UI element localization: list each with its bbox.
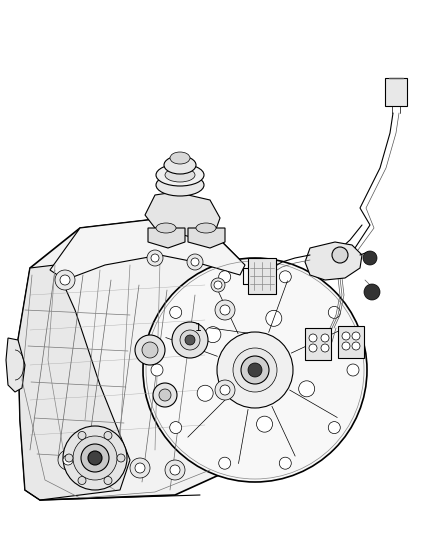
Circle shape (342, 342, 350, 350)
Ellipse shape (156, 164, 204, 186)
Polygon shape (50, 218, 245, 280)
Polygon shape (148, 228, 185, 248)
Circle shape (352, 342, 360, 350)
Circle shape (117, 454, 125, 462)
Circle shape (233, 348, 277, 392)
Polygon shape (248, 258, 276, 294)
Circle shape (170, 306, 182, 318)
Circle shape (309, 334, 317, 342)
Circle shape (364, 284, 380, 300)
Circle shape (135, 463, 145, 473)
Circle shape (197, 385, 213, 401)
Circle shape (220, 385, 230, 395)
Circle shape (151, 254, 159, 262)
Circle shape (332, 247, 348, 263)
Circle shape (73, 436, 117, 480)
Circle shape (211, 278, 225, 292)
Text: 1: 1 (194, 323, 201, 333)
Circle shape (219, 457, 231, 469)
Circle shape (153, 383, 177, 407)
Polygon shape (145, 192, 220, 238)
Circle shape (328, 306, 340, 318)
Circle shape (299, 381, 314, 397)
Polygon shape (338, 326, 364, 358)
Circle shape (165, 460, 185, 480)
Circle shape (65, 454, 73, 462)
Circle shape (347, 364, 359, 376)
Circle shape (185, 335, 195, 345)
Circle shape (215, 300, 235, 320)
Circle shape (215, 380, 235, 400)
Circle shape (328, 422, 340, 434)
Circle shape (187, 254, 203, 270)
Circle shape (219, 271, 231, 283)
Circle shape (63, 426, 127, 490)
Circle shape (143, 258, 367, 482)
Circle shape (309, 344, 317, 352)
Circle shape (151, 364, 163, 376)
Circle shape (88, 451, 102, 465)
Circle shape (214, 281, 222, 289)
Circle shape (159, 389, 171, 401)
Circle shape (180, 330, 200, 350)
Circle shape (135, 335, 165, 365)
Polygon shape (18, 265, 130, 500)
Circle shape (217, 332, 293, 408)
Circle shape (170, 465, 180, 475)
Circle shape (220, 305, 230, 315)
Polygon shape (305, 328, 331, 360)
Circle shape (241, 356, 269, 384)
Circle shape (266, 310, 282, 326)
Circle shape (257, 416, 272, 432)
Circle shape (78, 477, 86, 484)
Circle shape (352, 332, 360, 340)
Circle shape (60, 275, 70, 285)
Circle shape (78, 432, 86, 440)
Polygon shape (6, 338, 25, 392)
Circle shape (63, 455, 73, 465)
Ellipse shape (170, 152, 190, 164)
Ellipse shape (156, 174, 204, 196)
Circle shape (205, 327, 221, 343)
Circle shape (342, 332, 350, 340)
Circle shape (104, 477, 112, 484)
Circle shape (81, 444, 109, 472)
Polygon shape (385, 78, 407, 106)
Polygon shape (188, 228, 225, 248)
Circle shape (130, 458, 150, 478)
Circle shape (321, 334, 329, 342)
Circle shape (172, 322, 208, 358)
Polygon shape (18, 218, 270, 500)
Circle shape (170, 422, 182, 434)
Circle shape (147, 250, 163, 266)
Circle shape (142, 342, 158, 358)
Circle shape (55, 270, 75, 290)
Circle shape (104, 432, 112, 440)
Circle shape (191, 258, 199, 266)
Circle shape (321, 344, 329, 352)
Circle shape (58, 450, 78, 470)
Polygon shape (305, 242, 362, 280)
Circle shape (248, 363, 262, 377)
Ellipse shape (164, 156, 196, 174)
Circle shape (363, 251, 377, 265)
Ellipse shape (196, 223, 216, 233)
Circle shape (279, 457, 291, 469)
Ellipse shape (165, 168, 195, 182)
Circle shape (279, 271, 291, 283)
Ellipse shape (156, 223, 176, 233)
